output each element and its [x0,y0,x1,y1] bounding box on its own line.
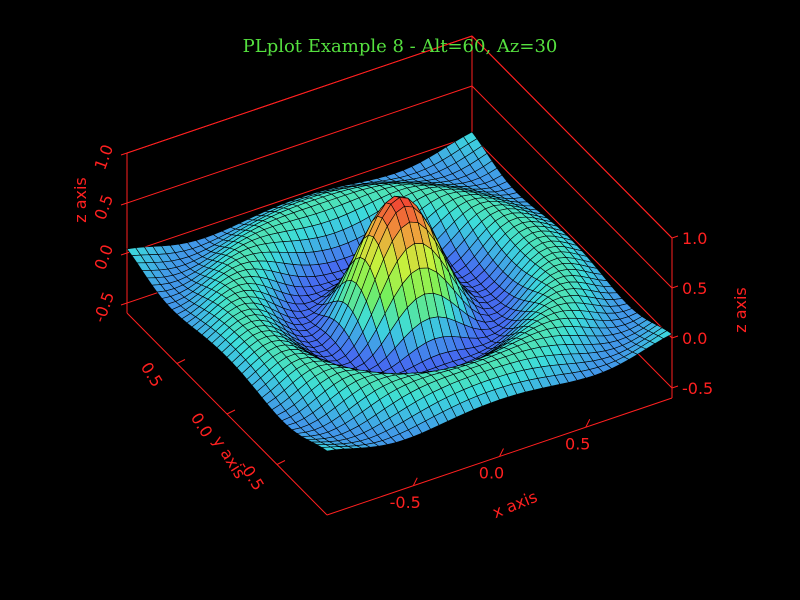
y-tick-mark [276,460,286,465]
z-axis-label-right: z axis [731,287,750,333]
z-tick-label-right: 0.0 [682,329,707,348]
z-tick-mark-left [120,202,128,206]
z-tick-mark-right [671,385,679,389]
tick-labels: -0.50.00.5-0.50.00.5-0.5-0.50.00.00.50.5… [90,142,714,512]
z-tick-mark-left [120,302,128,306]
z-tick-label-right: -0.5 [682,379,713,398]
x-tick-label: 0.5 [565,434,590,453]
y-tick-mark [226,409,236,415]
z-tick-label-left: -0.5 [90,289,119,325]
surface-cell [321,446,337,452]
z-tick-label-left: 0.5 [91,192,118,222]
x-tick-mark [585,419,591,428]
y-tick-label: 0.0 [187,409,217,441]
z-grid-right-wall [471,135,673,339]
y-axis-label: y axis [209,432,250,482]
z-tick-label-left: 1.0 [91,142,118,172]
z-tick-mark-left [120,152,128,156]
x-tick-mark [499,448,504,457]
x-tick-mark [412,477,418,486]
y-tick-label: 0.5 [137,359,167,391]
chart-title: PLplot Example 8 - Alt=60, Az=30 [243,36,558,57]
z-tick-mark-left [120,252,128,256]
z-tick-label-right: 0.5 [682,279,707,298]
x-tick-label: -0.5 [390,493,421,512]
z-grid-left-wall [126,85,473,204]
z-grid-left-wall [126,35,473,154]
z-grid-right-wall [471,85,673,289]
z-tick-mark-right [671,335,679,339]
z-axis-label-left: z axis [71,177,90,223]
z-tick-label-right: 1.0 [682,229,707,248]
x-tick-label: 0.0 [479,464,504,483]
y-tick-mark [176,359,186,364]
z-grid-left-wall [126,135,473,254]
z-grid-right-wall [471,35,673,239]
z-tick-mark-right [671,285,679,289]
x-axis-label: x axis [490,487,540,522]
surface-mesh [126,131,673,452]
z-tick-label-left: 0.0 [91,242,118,272]
z-tick-mark-right [671,235,679,239]
